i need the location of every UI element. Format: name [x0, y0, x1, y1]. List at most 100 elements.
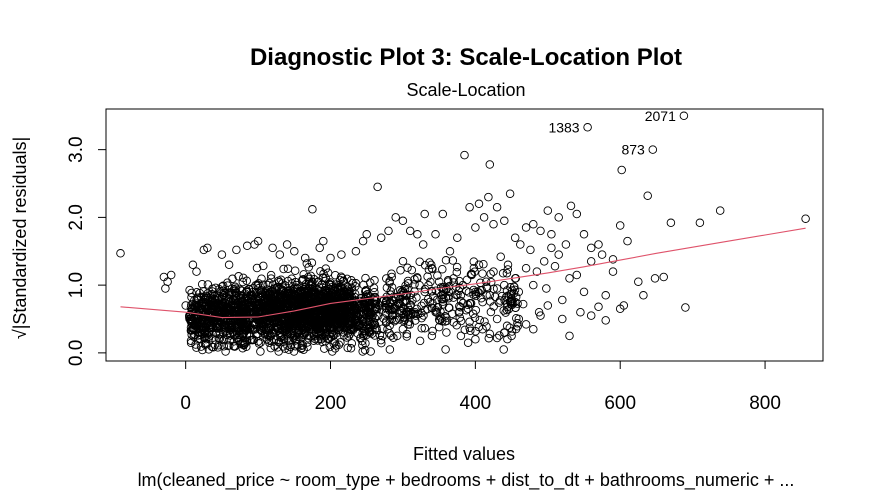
scatter-point — [199, 287, 208, 296]
scatter-point — [467, 270, 476, 280]
scatter-point — [364, 316, 373, 326]
scatter-point — [273, 296, 282, 305]
scatter-point — [214, 330, 223, 339]
scatter-point — [324, 290, 334, 300]
scatter-point — [358, 236, 368, 246]
scatter-point — [208, 313, 218, 323]
scatter-point — [235, 315, 245, 324]
scatter-point — [387, 296, 397, 305]
scatter-point — [427, 331, 437, 341]
scatter-point — [309, 275, 319, 284]
scatter-point — [502, 268, 512, 278]
scatter-point — [368, 303, 377, 313]
scatter-point — [204, 303, 214, 313]
scatter-point — [238, 338, 247, 348]
scatter-point — [240, 306, 250, 316]
scatter-point — [290, 266, 300, 275]
scatter-point — [496, 252, 505, 261]
scatter-point — [404, 317, 414, 326]
scatter-point — [572, 270, 582, 280]
scatter-point — [484, 333, 494, 343]
scatter-point — [412, 304, 422, 314]
scatter-point — [345, 287, 354, 296]
scatter-point — [486, 307, 496, 317]
y-tick-label: 3.0 — [66, 136, 87, 162]
scatter-point — [309, 283, 318, 292]
scatter-point — [188, 304, 197, 313]
scatter-point — [204, 324, 214, 333]
scatter-point — [413, 274, 422, 283]
scatter-point — [521, 320, 531, 329]
scatter-point — [207, 342, 217, 352]
scatter-point — [385, 345, 395, 354]
scatter-point — [412, 293, 421, 302]
scatter-point — [355, 301, 364, 310]
scatter-point — [233, 328, 243, 337]
scatter-point — [225, 329, 235, 339]
scatter-point — [313, 277, 323, 286]
scatter-point — [514, 314, 524, 324]
scatter-point — [471, 223, 480, 232]
scatter-point — [161, 284, 170, 293]
y-tick-label: 2.0 — [66, 204, 87, 230]
scatter-point — [268, 243, 277, 253]
scatter-point — [215, 302, 224, 311]
scatter-point — [318, 317, 328, 326]
scatter-point — [281, 320, 290, 330]
x-tick-label: 200 — [315, 393, 347, 414]
scatter-point — [601, 291, 610, 300]
scatter-point — [351, 314, 360, 324]
scatter-point — [485, 291, 495, 300]
scatter-point — [303, 342, 312, 352]
scatter-point — [403, 263, 412, 273]
scatter-point — [241, 325, 250, 335]
scatter-point — [234, 305, 243, 315]
scatter-point — [221, 315, 230, 324]
scatter-point — [402, 332, 412, 341]
scatter-point — [388, 311, 397, 320]
scatter-point — [365, 310, 374, 320]
scatter-point — [275, 328, 285, 338]
scatter-point — [254, 284, 263, 293]
scatter-point — [465, 317, 474, 327]
smooth-line — [120, 227, 806, 319]
scatter-point — [565, 331, 574, 341]
scatter-point — [258, 318, 268, 327]
scatter-point — [411, 311, 420, 320]
scatter-point — [378, 324, 387, 333]
scatter-point — [370, 276, 379, 285]
scatter-point — [442, 328, 451, 337]
scatter-point — [526, 245, 535, 255]
scatter-point — [384, 226, 393, 236]
scatter-point — [322, 311, 332, 320]
plot-area: 1383 2071 873 — [116, 108, 810, 356]
scatter-point — [427, 260, 436, 270]
scatter-point — [460, 150, 469, 160]
scatter-point — [192, 267, 201, 276]
scatter-point — [475, 315, 485, 325]
scatter-point — [449, 318, 458, 327]
scatter-point — [242, 276, 251, 286]
scatter-point — [262, 285, 272, 294]
scatter-point — [433, 271, 442, 280]
scatter-point — [396, 266, 405, 275]
scatter-point — [482, 291, 491, 300]
scatter-point — [266, 274, 276, 283]
scatter-point — [500, 280, 509, 290]
scatter-point — [643, 191, 652, 200]
scatter-point — [536, 226, 545, 236]
scatter-point — [256, 347, 265, 356]
scatter-point — [242, 330, 252, 339]
scatter-point — [301, 287, 310, 297]
scatter-point — [547, 243, 556, 253]
scatter-point — [452, 262, 462, 272]
scatter-point — [227, 318, 237, 328]
scatter-point — [191, 340, 200, 349]
scatter-point — [187, 288, 196, 298]
scatter-point — [463, 304, 473, 314]
scatter-point — [423, 272, 432, 281]
scatter-point — [401, 291, 410, 300]
scatter-point — [187, 319, 197, 329]
scatter-point — [438, 264, 447, 274]
